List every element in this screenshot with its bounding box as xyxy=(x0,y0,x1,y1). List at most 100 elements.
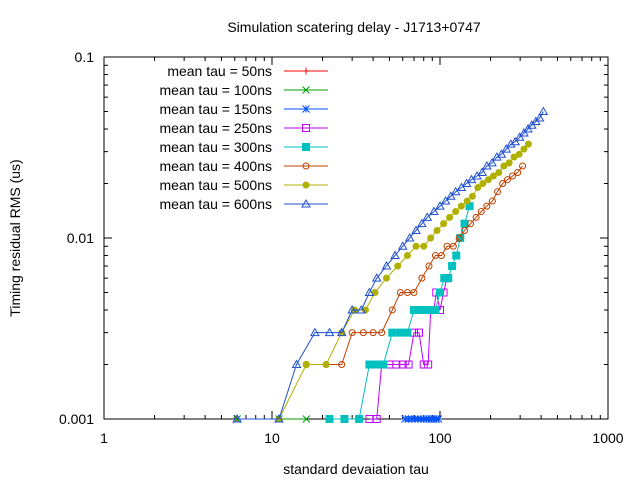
data-point xyxy=(336,327,347,337)
data-point xyxy=(291,359,302,369)
series-6 xyxy=(302,162,527,369)
data-point xyxy=(503,176,511,184)
data-point xyxy=(433,227,441,235)
data-point xyxy=(418,274,426,282)
data-point xyxy=(499,180,507,188)
data-point xyxy=(494,188,502,196)
data-point xyxy=(449,242,457,250)
data-point xyxy=(468,192,476,200)
series-line xyxy=(306,165,523,365)
data-point xyxy=(479,180,487,188)
data-point xyxy=(301,198,311,208)
data-point xyxy=(381,261,392,270)
data-point xyxy=(456,234,465,242)
data-point xyxy=(397,241,408,250)
data-point xyxy=(538,106,549,115)
data-point xyxy=(477,167,487,177)
data-point xyxy=(410,288,418,296)
data-point xyxy=(417,218,427,228)
data-point xyxy=(456,182,467,192)
x-tick-label: 10 xyxy=(264,430,280,446)
legend-label: mean tau = 600ns xyxy=(160,196,272,212)
data-point xyxy=(488,197,496,205)
legend: mean tau = 50ns mean tau = 100ns mean tau … xyxy=(160,63,328,212)
x-tick-label: 1 xyxy=(100,430,108,446)
data-point xyxy=(461,227,469,235)
data-point xyxy=(514,169,522,177)
data-point xyxy=(369,329,377,337)
data-point xyxy=(325,415,334,423)
data-point xyxy=(372,360,381,369)
data-point xyxy=(444,274,453,283)
data-point xyxy=(460,219,469,228)
data-point xyxy=(347,305,358,314)
data-point xyxy=(378,329,386,337)
data-point xyxy=(403,288,411,296)
data-point xyxy=(437,252,445,260)
data-point xyxy=(382,274,390,282)
data-point xyxy=(340,415,349,423)
data-point xyxy=(274,413,284,423)
data-point xyxy=(338,361,346,369)
legend-label: mean tau = 150ns xyxy=(160,101,272,117)
data-point xyxy=(500,162,508,170)
data-point xyxy=(232,413,242,423)
data-point xyxy=(396,288,404,296)
data-point xyxy=(514,132,525,141)
data-point xyxy=(390,250,400,260)
data-point xyxy=(508,172,516,180)
data-point xyxy=(496,149,507,158)
data-point xyxy=(487,157,497,167)
legend-label: mean tau = 500ns xyxy=(160,177,272,193)
data-point xyxy=(355,415,364,423)
series-4 xyxy=(365,274,451,423)
data-point xyxy=(356,305,367,314)
data-point xyxy=(348,329,356,337)
x-tick-label: 1000 xyxy=(592,430,623,446)
data-point xyxy=(440,196,451,205)
data-point xyxy=(434,415,443,423)
data-point xyxy=(324,327,335,337)
data-point xyxy=(365,360,374,369)
series-7 xyxy=(275,140,532,423)
series-layer xyxy=(232,106,549,423)
data-point xyxy=(359,329,367,337)
data-point xyxy=(431,306,440,315)
data-point xyxy=(467,220,475,228)
data-point xyxy=(302,361,310,369)
y-tick-label: 0.01 xyxy=(67,230,94,246)
data-point xyxy=(302,143,310,151)
data-point xyxy=(420,242,428,250)
data-point xyxy=(302,124,310,132)
data-point xyxy=(388,328,397,337)
data-point xyxy=(510,136,520,146)
data-point xyxy=(392,360,401,369)
data-point xyxy=(404,232,415,242)
data-point xyxy=(429,206,439,216)
data-point xyxy=(422,212,433,221)
data-point xyxy=(440,220,448,228)
data-point xyxy=(322,361,330,369)
data-point xyxy=(364,287,375,296)
data-point xyxy=(463,197,471,205)
data-point xyxy=(515,150,523,158)
data-point xyxy=(302,67,310,75)
chart-title: Simulation scatering delay - J1713+0747 xyxy=(227,19,481,35)
data-point xyxy=(450,186,461,196)
legend-label: mean tau = 50ns xyxy=(167,63,272,79)
data-point xyxy=(427,234,435,242)
data-point xyxy=(484,176,492,184)
data-point xyxy=(424,360,433,369)
data-point xyxy=(398,360,407,369)
data-point xyxy=(396,328,405,337)
data-point xyxy=(520,145,528,153)
data-point xyxy=(310,327,320,337)
data-point xyxy=(302,181,310,189)
y-ticks: 0.001 0.01 0.1 xyxy=(59,49,608,427)
data-point xyxy=(436,288,444,297)
data-point xyxy=(505,159,513,167)
data-point xyxy=(302,105,310,113)
data-point xyxy=(412,242,420,250)
data-point xyxy=(371,273,382,282)
